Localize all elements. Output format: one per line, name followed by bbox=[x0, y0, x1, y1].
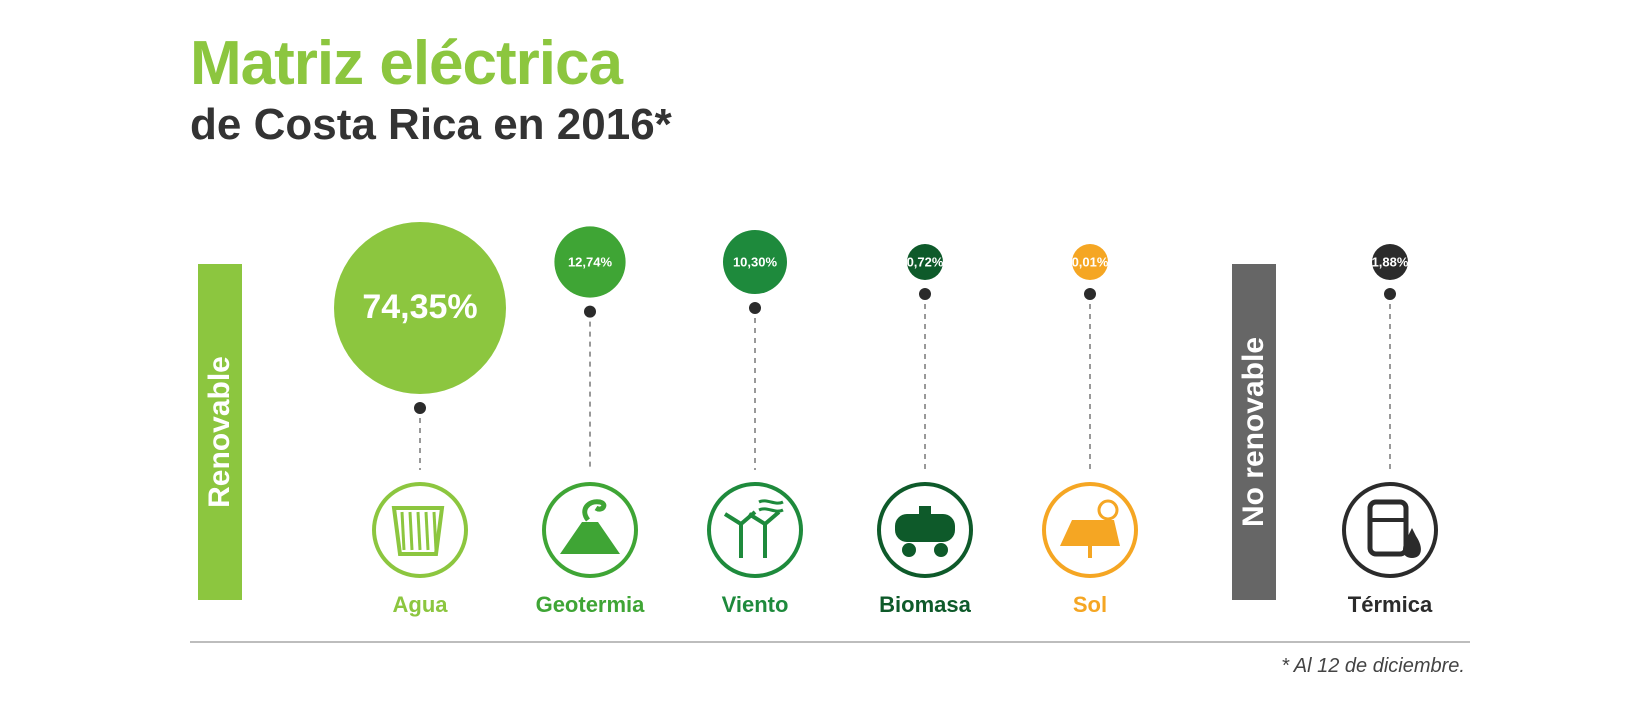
volcano-icon bbox=[542, 482, 638, 578]
bubble-térmica bbox=[1372, 244, 1408, 280]
bubble-group-sol: 0,01% Sol bbox=[1042, 244, 1138, 617]
footer-divider bbox=[190, 641, 1470, 643]
bubble-group-agua: 74,35% Agua bbox=[334, 222, 506, 617]
category-label-viento: Viento bbox=[722, 592, 789, 617]
oil-barrel-icon bbox=[1342, 482, 1438, 578]
bubble-group-geotermia: 12,74% Geotermia bbox=[536, 226, 646, 617]
bubble-sol bbox=[1072, 244, 1108, 280]
bubble-biomasa bbox=[907, 244, 943, 280]
nonrenewable-group-bar: No renovable bbox=[1232, 264, 1276, 600]
chart-subtitle: de Costa Rica en 2016* bbox=[190, 100, 672, 149]
category-label-sol: Sol bbox=[1073, 592, 1107, 617]
category-label-térmica: Térmica bbox=[1348, 592, 1433, 617]
renewable-group-bar: Renovable bbox=[198, 264, 242, 600]
bubble-group-biomasa: 0,72% Biomasa bbox=[877, 244, 973, 617]
chart-title: Matriz eléctrica bbox=[190, 29, 623, 98]
anchor-dot bbox=[1384, 288, 1396, 300]
category-label-geotermia: Geotermia bbox=[536, 592, 646, 617]
category-label-agua: Agua bbox=[393, 592, 449, 617]
value-label-agua: 74,35% bbox=[362, 288, 477, 326]
anchor-dot bbox=[1084, 288, 1096, 300]
value-label-térmica: 1,88% bbox=[1372, 254, 1409, 269]
category-label-biomasa: Biomasa bbox=[879, 592, 971, 617]
wind-turbine-icon bbox=[707, 482, 803, 578]
bubble-viento bbox=[722, 229, 788, 295]
anchor-dot bbox=[919, 288, 931, 300]
bubble-group-viento: 10,30% Viento bbox=[707, 229, 803, 617]
dam-icon bbox=[372, 482, 468, 578]
value-label-viento: 10,30% bbox=[733, 254, 778, 269]
value-label-biomasa: 0,72% bbox=[907, 254, 944, 269]
solar-panel-icon bbox=[1042, 482, 1138, 578]
anchor-dot bbox=[414, 402, 426, 414]
anchor-dot bbox=[749, 302, 761, 315]
value-label-geotermia: 12,74% bbox=[568, 254, 613, 269]
value-label-sol: 0,01% bbox=[1072, 254, 1109, 269]
anchor-dot bbox=[584, 305, 596, 318]
footnote: * Al 12 de diciembre. bbox=[1281, 655, 1465, 677]
bubble-group-térmica: 1,88% Térmica bbox=[1342, 244, 1438, 617]
tank-car-icon bbox=[877, 482, 973, 578]
bubble-geotermia bbox=[554, 226, 626, 298]
bubble-agua bbox=[334, 222, 506, 394]
